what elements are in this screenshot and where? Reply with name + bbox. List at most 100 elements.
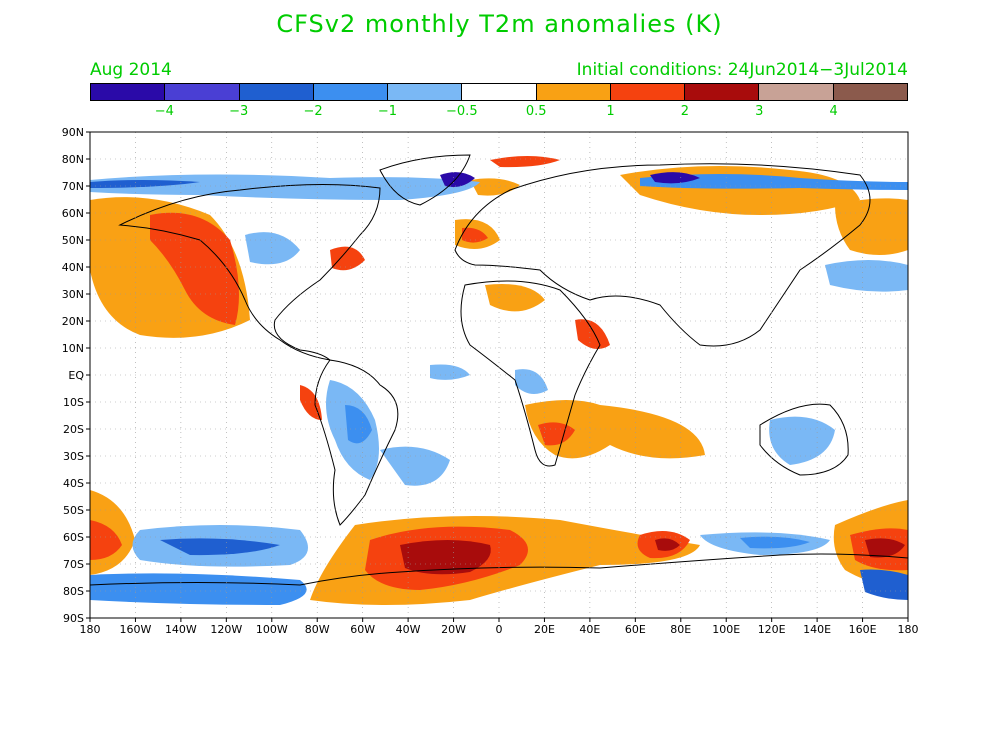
warm-anomaly-arabia: [575, 319, 610, 349]
valid-month-label: Aug 2014: [90, 60, 172, 80]
cold-anomaly-southern-ocean-pacific: [160, 538, 280, 556]
warm-anomaly-arctic: [490, 156, 560, 168]
latitude-label: 10S: [63, 396, 84, 409]
colorbar-labels: −4 −3 −2 −1 −0.5 0.5 1 2 3 4: [90, 104, 908, 120]
latitude-label: 30S: [63, 450, 84, 463]
hot-anomaly-sw-pacific: [90, 520, 122, 560]
latitude-label: 20S: [63, 423, 84, 436]
latitude-label: 90S: [63, 612, 84, 625]
colorbar-swatch: [313, 84, 389, 100]
colorbar-label: 0.5: [525, 104, 547, 119]
extreme-anomaly-weddell-sea: [400, 540, 491, 575]
latitude-label: 50S: [63, 504, 84, 517]
colorbar-swatch: [833, 84, 907, 100]
colorbar-swatch: [610, 84, 686, 100]
coastline-south-america: [314, 359, 399, 526]
warm-anomaly-north-africa: [485, 284, 545, 312]
extreme-anomaly-indian-ocean: [655, 538, 680, 551]
colorbar-label: 3: [755, 104, 764, 119]
longitude-label: 40W: [396, 623, 421, 636]
latitude-label: 30N: [62, 288, 84, 301]
cool-anomaly-antarctic-peninsula: [860, 569, 908, 600]
latitude-label: 70S: [63, 558, 84, 571]
cold-anomaly-indian-southern: [740, 536, 810, 549]
coastline-greenland: [379, 154, 471, 206]
cool-anomaly-arctic-band: [90, 174, 480, 200]
latitude-label: 60N: [62, 207, 84, 220]
coastline-africa: [460, 280, 601, 467]
colorbar-swatch: [239, 84, 314, 100]
map-ticks: 90N 80N 70N 60N 50N 40N 30N 20N 10N EQ 10S 20S 30S 40…: [62, 126, 919, 636]
longitude-label: 20W: [441, 623, 466, 636]
latitude-label: 40S: [63, 477, 84, 490]
colorbar-label: −2: [303, 104, 323, 119]
colorbar-swatch: [388, 84, 463, 100]
initial-conditions-label: Initial conditions: 24Jun2014−3Jul2014: [576, 60, 908, 80]
coastline-antarctica: [89, 553, 909, 586]
colorbar-label: 2: [680, 104, 690, 119]
cold-anomaly-south-america: [345, 405, 372, 444]
hot-anomaly-ne-pacific: [150, 212, 239, 325]
cool-anomaly-north-pacific-west: [825, 260, 908, 292]
colorbar: [90, 83, 908, 101]
longitude-label: 80W: [305, 623, 330, 636]
warm-anomaly-west-pacific: [835, 198, 908, 255]
longitude-label: 60W: [350, 623, 375, 636]
coastline-north-america: [118, 183, 381, 361]
longitude-label: 180: [898, 623, 919, 636]
latitude-label: 10N: [62, 342, 84, 355]
longitude-label: 60E: [625, 623, 646, 636]
cold-anomaly-canada: [440, 172, 475, 187]
extreme-anomaly-ross-sea: [865, 538, 905, 558]
cool-anomaly-amundsen-sea: [90, 573, 307, 605]
latitude-label: 20N: [62, 315, 84, 328]
longitude-label: 160E: [849, 623, 877, 636]
colorbar-swatch: [536, 84, 611, 100]
colorbar-label: −3: [229, 104, 249, 119]
latitude-label: EQ: [68, 369, 84, 382]
longitude-label: 0: [496, 623, 503, 636]
cold-anomaly-arctic-band: [90, 180, 200, 188]
longitude-label: 100E: [712, 623, 740, 636]
colorbar-label: 4: [829, 104, 838, 119]
longitude-label: 40E: [579, 623, 600, 636]
longitude-label: 140W: [165, 623, 197, 636]
cool-anomaly-africa-horn: [515, 369, 548, 394]
colorbar-swatch: [462, 84, 537, 100]
longitude-label: 80E: [670, 623, 691, 636]
longitude-label: 100W: [256, 623, 288, 636]
colorbar-label: 1: [606, 104, 615, 119]
latitude-label: 60S: [63, 531, 84, 544]
longitude-label: 180: [80, 623, 101, 636]
hot-anomaly-europe: [462, 227, 488, 243]
warm-anomaly-east-atlantic: [470, 178, 520, 196]
colorbar-label: −1: [377, 104, 398, 119]
latitude-label: 90N: [62, 126, 84, 139]
anomaly-fields: [90, 156, 908, 605]
latitude-label: 70N: [62, 180, 84, 193]
longitude-label: 120E: [758, 623, 786, 636]
colorbar-swatch: [685, 84, 760, 100]
coastline-australia: [759, 403, 849, 476]
cool-anomaly-australia: [769, 416, 835, 465]
latitude-label: 80S: [63, 585, 84, 598]
latitude-label: 50N: [62, 234, 84, 247]
warm-anomaly-us-east: [330, 246, 365, 271]
colorbar-label: −0.5: [446, 104, 478, 119]
cool-anomaly-tropical-pacific: [90, 343, 260, 365]
colorbar-label: −4: [154, 104, 174, 119]
latitude-label: 80N: [62, 153, 84, 166]
colorbar-swatch: [91, 84, 166, 100]
longitude-label: 160W: [120, 623, 152, 636]
latitude-label: 40N: [62, 261, 84, 274]
cool-anomaly-south-atlantic: [380, 446, 450, 486]
map-grid: [90, 132, 908, 618]
longitude-label: 140E: [803, 623, 831, 636]
colorbar-swatch: [165, 84, 240, 100]
longitude-label: 20E: [534, 623, 555, 636]
coastlines: [89, 154, 909, 586]
cold-anomaly-kara-sea: [650, 172, 700, 184]
longitude-label: 120W: [210, 623, 242, 636]
cool-anomaly-tropical-atlantic: [430, 364, 470, 380]
warm-anomaly-siberia: [620, 166, 860, 215]
